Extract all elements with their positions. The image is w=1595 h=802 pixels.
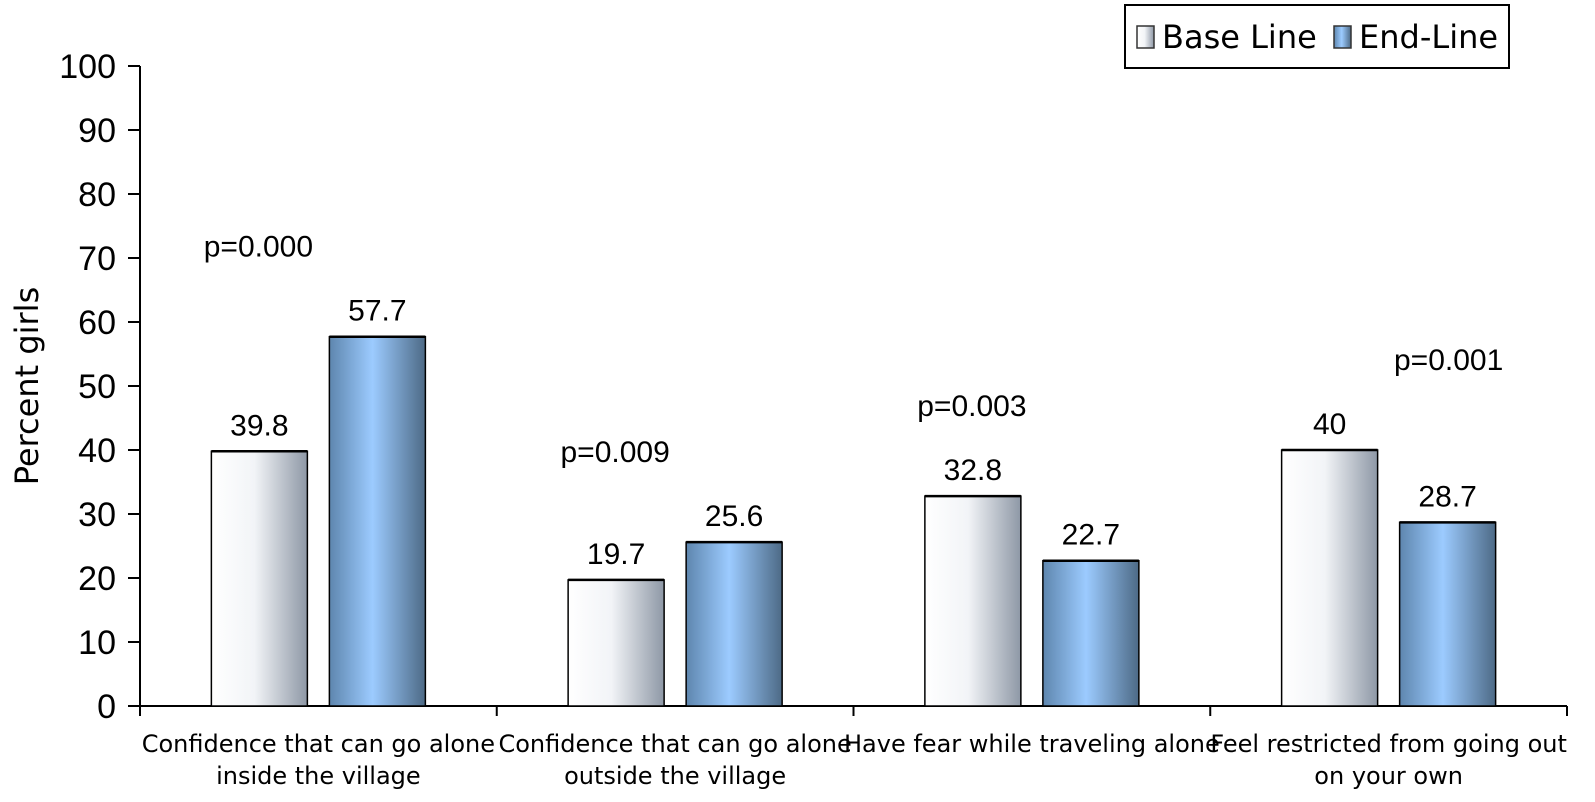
y-tick-label-100: 100	[59, 48, 116, 86]
legend-label-end-line: End-Line	[1359, 18, 1498, 56]
p-value-annotation-2: p=0.003	[917, 390, 1026, 423]
data-label-end-line-2: 22.7	[1062, 519, 1120, 552]
data-label-base-line-2: 32.8	[944, 454, 1002, 487]
bars	[210, 335, 1497, 707]
y-axis-title: Percent girls	[8, 287, 46, 486]
category-label-line: inside the village	[216, 762, 421, 790]
y-tick-label-80: 80	[78, 176, 116, 214]
legend: Base Line End-Line	[1124, 4, 1510, 69]
bar-base-line-1	[567, 579, 665, 707]
bar-end-line-2	[1042, 559, 1140, 707]
legend-label-base-line: Base Line	[1162, 18, 1317, 56]
legend-swatch-end-line	[1333, 25, 1352, 49]
bar-base-line-0	[210, 450, 309, 707]
category-label-2: Have fear while traveling alone	[844, 730, 1220, 758]
y-tick-label-50: 50	[78, 368, 116, 406]
bar-base-line-2	[924, 495, 1022, 707]
category-label-line: Have fear while traveling alone	[844, 730, 1220, 758]
data-label-base-line-0: 39.8	[230, 409, 288, 442]
y-tick-label-20: 20	[78, 560, 116, 598]
legend-swatch-base-line	[1136, 25, 1155, 49]
category-label-1: Confidence that can go alone outside the …	[498, 730, 851, 790]
category-label-line: Confidence that can go alone	[142, 730, 495, 758]
y-tick-label-10: 10	[78, 624, 116, 662]
y-tick-label-70: 70	[78, 240, 116, 278]
y-tick-label-60: 60	[78, 304, 116, 342]
category-label-line: outside the village	[564, 762, 786, 790]
p-value-annotation-1: p=0.009	[560, 436, 669, 469]
bar-base-line-3	[1280, 449, 1379, 707]
bar-end-line-3	[1398, 521, 1497, 707]
labels: 39.8 57.7 p=0.000 Confidence that can go al…	[142, 231, 1567, 790]
category-label-line: Confidence that can go alone	[498, 730, 851, 758]
data-label-end-line-3: 28.7	[1418, 480, 1476, 513]
p-value-annotation-0: p=0.000	[204, 231, 313, 264]
bar-end-line-1	[685, 541, 783, 707]
p-value-annotation-3: p=0.001	[1394, 344, 1503, 377]
legend-box	[1124, 4, 1510, 69]
bar-end-line-0	[328, 335, 427, 707]
category-label-0: Confidence that can go alone inside the v…	[142, 730, 495, 790]
data-label-base-line-1: 19.7	[587, 538, 645, 571]
category-label-line: on your own	[1314, 762, 1463, 790]
y-tick-label-30: 30	[78, 496, 116, 534]
category-label-3: Feel restricted from going out on your ow…	[1210, 730, 1567, 790]
y-tick-label-40: 40	[78, 432, 116, 470]
data-label-end-line-0: 57.7	[348, 295, 406, 328]
y-tick-label-0: 0	[97, 688, 116, 726]
category-label-line: Feel restricted from going out	[1210, 730, 1567, 758]
data-label-end-line-1: 25.6	[705, 500, 763, 533]
y-tick-label-90: 90	[78, 112, 116, 150]
data-label-base-line-3: 40	[1313, 408, 1346, 441]
